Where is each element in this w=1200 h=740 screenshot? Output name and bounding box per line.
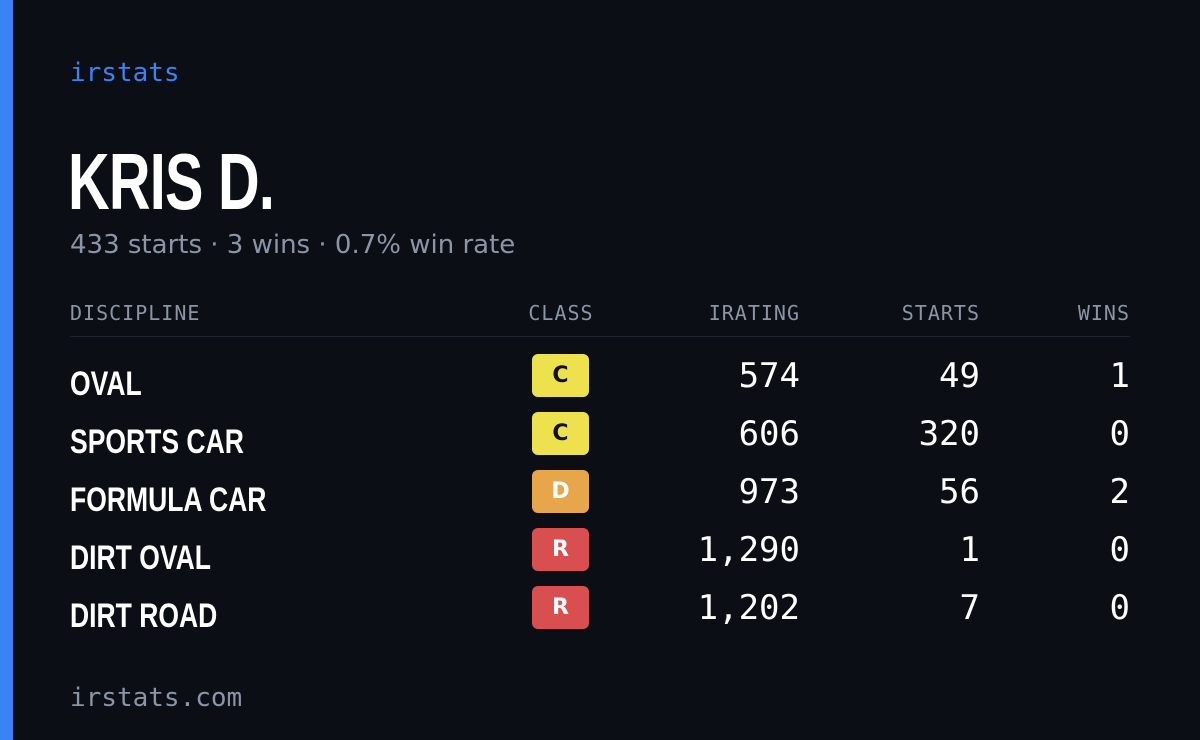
starts-value: 7: [959, 588, 980, 628]
starts-value: 320: [918, 414, 980, 454]
wins-value: 1: [1109, 356, 1130, 396]
stats-table-header: DISCIPLINE CLASS IRATING STARTS WINS: [70, 300, 1130, 337]
table-row: SPORTS CAR C 606 320 0: [70, 406, 1130, 464]
wins-value: 0: [1109, 588, 1130, 628]
header-class: CLASS: [528, 301, 594, 325]
wins-value: 0: [1109, 530, 1130, 570]
table-row: DIRT ROAD R 1,202 7 0: [70, 580, 1130, 638]
table-row: DIRT OVAL R 1,290 1 0: [70, 522, 1130, 580]
starts-value: 56: [939, 472, 980, 512]
table-row: OVAL C 574 49 1: [70, 348, 1130, 406]
discipline-name: SPORTS CAR: [70, 423, 244, 461]
class-badge: D: [532, 470, 589, 513]
stats-table-body: OVAL C 574 49 1 SPORTS CAR C 606 320 0 F…: [70, 348, 1130, 638]
irating-value: 606: [738, 414, 800, 454]
irating-value: 574: [738, 356, 800, 396]
header-wins: WINS: [1077, 301, 1130, 325]
driver-name: KRIS D.: [68, 137, 275, 226]
class-badge: C: [532, 354, 589, 397]
irating-value: 973: [738, 472, 800, 512]
footer-site-link[interactable]: irstats.com: [70, 683, 243, 713]
discipline-name: DIRT OVAL: [70, 539, 211, 577]
class-badge: R: [532, 586, 589, 629]
irating-value: 1,202: [697, 588, 800, 628]
discipline-name: FORMULA CAR: [70, 481, 267, 519]
wins-value: 2: [1109, 472, 1130, 512]
driver-summary: 433 starts · 3 wins · 0.7% win rate: [70, 230, 516, 260]
brand-logo[interactable]: irstats: [70, 58, 180, 88]
starts-value: 49: [939, 356, 980, 396]
starts-value: 1: [959, 530, 980, 570]
header-starts: STARTS: [901, 301, 980, 325]
header-irating: IRATING: [708, 301, 800, 325]
class-badge: R: [532, 528, 589, 571]
class-badge: C: [532, 412, 589, 455]
discipline-name: DIRT ROAD: [70, 597, 218, 635]
table-row: FORMULA CAR D 973 56 2: [70, 464, 1130, 522]
wins-value: 0: [1109, 414, 1130, 454]
discipline-name: OVAL: [70, 365, 142, 403]
irating-value: 1,290: [697, 530, 800, 570]
header-discipline: DISCIPLINE: [70, 301, 201, 325]
accent-bar: [0, 0, 13, 740]
